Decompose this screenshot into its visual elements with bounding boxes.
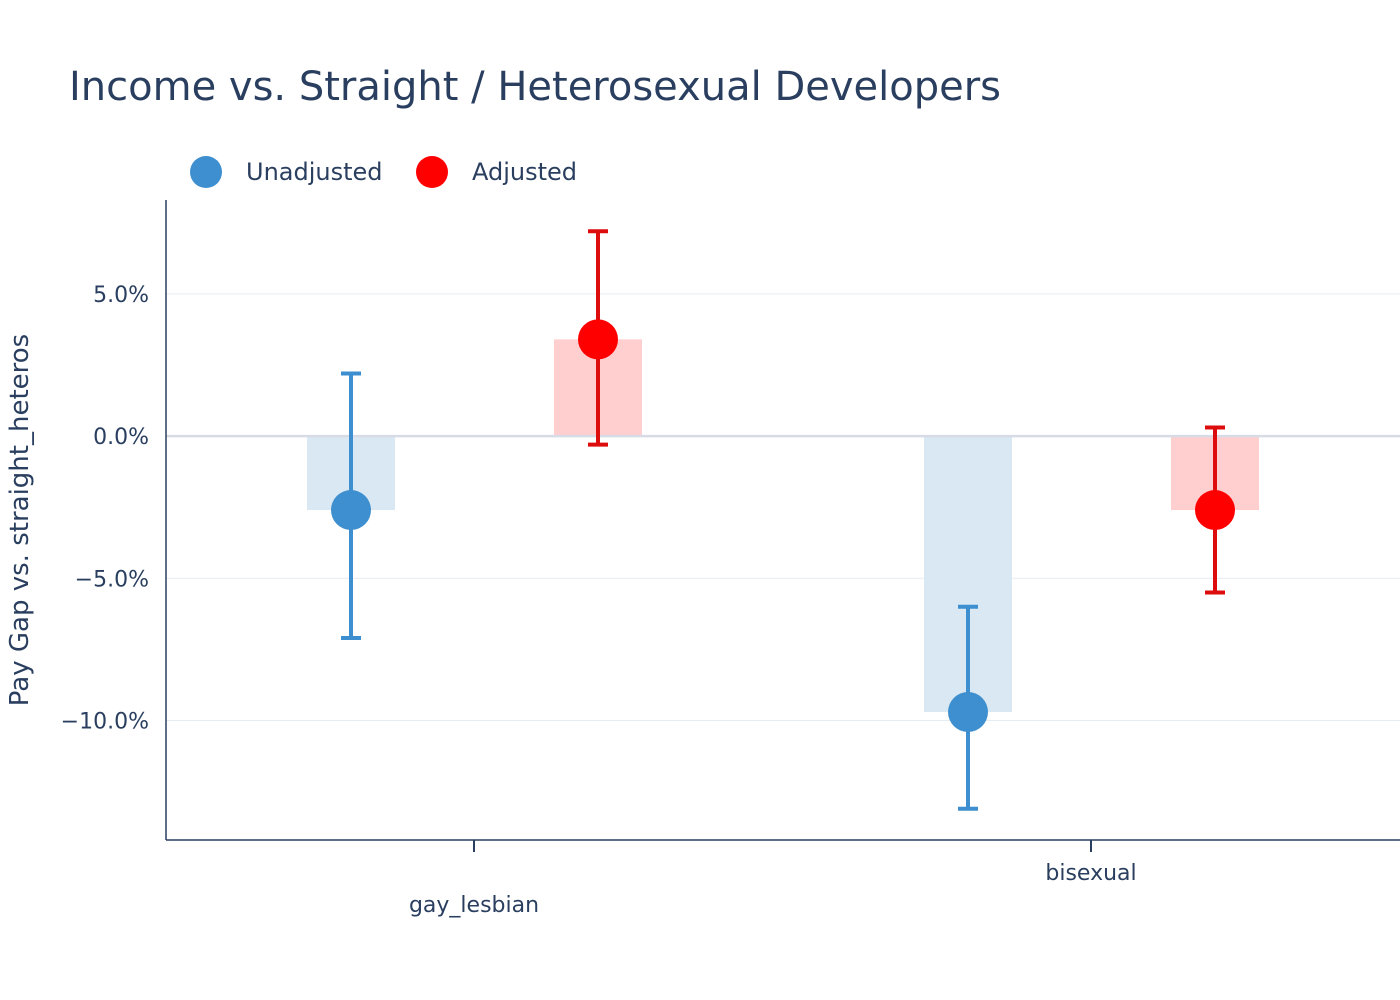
- x-tick-label: bisexual: [1045, 861, 1136, 886]
- bars: [307, 339, 1259, 712]
- y-tick-label: 0.0%: [93, 425, 149, 450]
- point-unadjusted-gay_lesbian: [331, 490, 371, 530]
- y-tick-label: −5.0%: [75, 567, 149, 592]
- legend-item-unadjusted[interactable]: Unadjusted: [190, 156, 383, 188]
- x-ticks: gay_lesbian bisexual: [409, 840, 1137, 918]
- point-unadjusted-bisexual: [948, 692, 988, 732]
- legend-item-adjusted[interactable]: Adjusted: [416, 156, 577, 188]
- legend-marker: [416, 156, 448, 188]
- y-tick-label: −10.0%: [61, 710, 149, 735]
- legend[interactable]: Unadjusted Adjusted: [190, 156, 577, 188]
- y-tick-label: 5.0%: [93, 283, 149, 308]
- points: [331, 319, 1235, 732]
- point-adjusted-gay_lesbian: [578, 319, 618, 359]
- legend-marker: [190, 156, 222, 188]
- point-adjusted-bisexual: [1195, 490, 1235, 530]
- x-tick-label: gay_lesbian: [409, 893, 539, 918]
- legend-label: Adjusted: [472, 158, 577, 186]
- error-bars: [341, 231, 1225, 808]
- y-axis-title: Pay Gap vs. straight_heteros: [5, 334, 35, 706]
- chart-title: Income vs. Straight / Heterosexual Devel…: [69, 64, 1001, 110]
- legend-label: Unadjusted: [246, 158, 383, 186]
- y-ticks: 5.0% 0.0% −5.0% −10.0%: [61, 283, 149, 735]
